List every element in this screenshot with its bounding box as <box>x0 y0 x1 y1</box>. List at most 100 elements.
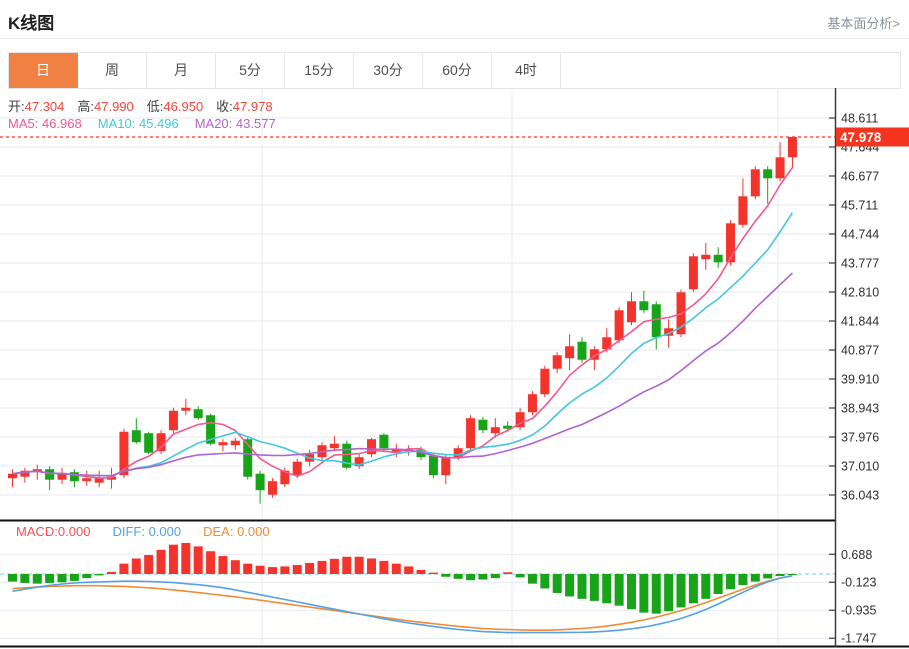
candle-down <box>243 439 253 477</box>
axis-tick-label: 36.043 <box>841 489 879 503</box>
high-readout: 高:47.990 <box>77 99 134 114</box>
macd-bar-down <box>20 574 30 583</box>
macd-bar-up <box>329 558 339 574</box>
candle-down <box>478 419 488 431</box>
candle-down <box>193 409 203 419</box>
tab-period-6[interactable]: 30分 <box>354 53 423 88</box>
axis-tick-label: 38.943 <box>841 402 879 416</box>
macd-bar-down <box>787 574 797 575</box>
candle-up <box>119 431 129 476</box>
candle-up <box>627 301 636 323</box>
macd-bar-down <box>577 574 587 599</box>
macd-bar-down <box>664 574 674 612</box>
axis-tick-label: -0.123 <box>841 576 876 590</box>
macd-bar-down <box>602 574 612 604</box>
axis-tick-label: 48.611 <box>841 112 878 126</box>
candle-down <box>763 169 773 179</box>
macd-bar-up <box>292 565 302 574</box>
macd-bar-up <box>367 558 377 574</box>
page-title: K线图 <box>8 14 55 33</box>
candle-up <box>280 470 290 485</box>
candle-up <box>688 256 698 290</box>
macd-bar-down <box>763 574 773 579</box>
candle-down <box>255 473 265 491</box>
macd-bar-down <box>515 574 525 578</box>
candle-up <box>602 337 612 350</box>
ma10-line <box>12 212 794 477</box>
macd-bar-down <box>750 574 760 582</box>
macd-bar-up <box>206 551 216 574</box>
macd-bar-down <box>45 574 55 583</box>
macd-histogram <box>8 542 797 614</box>
macd-bar-down <box>639 574 649 613</box>
candle-up <box>57 473 67 480</box>
macd-bar-down <box>478 574 488 580</box>
kline-chart-canvas: 48.61147.64446.67745.71144.74443.77742.8… <box>0 88 909 648</box>
candle-down <box>416 449 426 458</box>
diff-value-readout: DIFF: 0.000 <box>112 524 182 539</box>
axis-tick-label: 43.777 <box>841 257 879 271</box>
candle-up <box>354 457 364 467</box>
diff-line <box>12 574 793 634</box>
candle-up <box>292 461 302 476</box>
current-price-tag: 47.978 <box>836 127 909 147</box>
macd-bar-up <box>503 572 513 574</box>
candle-up <box>490 427 500 434</box>
period-tabbar: 日周月 5分 15分 30分 60分 4时 <box>8 52 901 89</box>
tab-period-3[interactable]: 月 <box>147 53 216 88</box>
axis-tick-label: 42.810 <box>841 286 879 300</box>
candle-down <box>577 341 587 360</box>
macd-bar-up <box>243 563 253 574</box>
tab-period-8[interactable]: 4时 <box>492 53 561 88</box>
candle-up <box>565 346 575 359</box>
macd-bar-up <box>193 546 203 574</box>
macd-bar-up <box>267 567 277 574</box>
candle-up <box>267 481 277 495</box>
candle-up <box>218 442 228 446</box>
candle-up <box>775 157 785 179</box>
current-price-tag-label: 47.978 <box>840 130 882 145</box>
macd-bar-up <box>317 560 327 574</box>
candle-up <box>181 407 191 411</box>
macd-bar-down <box>69 574 79 581</box>
candle-down <box>379 434 389 449</box>
tab-period-2[interactable]: 周 <box>78 53 147 88</box>
macd-bar-down <box>527 574 537 584</box>
macd-bar-up <box>379 560 389 574</box>
macd-bar-down <box>651 574 661 614</box>
candle-down <box>45 469 55 480</box>
candle-up <box>527 394 537 413</box>
candle-down <box>651 304 661 338</box>
macd-bar-up <box>131 558 141 574</box>
macd-bar-down <box>688 574 698 604</box>
macd-bar-down <box>614 574 624 606</box>
candle-down <box>131 430 141 443</box>
axis-tick-label: 40.877 <box>841 344 879 358</box>
macd-bar-down <box>701 574 711 599</box>
candle-up <box>391 449 401 453</box>
macd-bar-up <box>156 549 166 574</box>
grid-lines <box>0 88 835 646</box>
candle-up <box>367 439 377 455</box>
macd-bar-down <box>738 574 748 586</box>
candle-up <box>515 412 525 428</box>
axis-tick-label: -1.747 <box>841 632 876 646</box>
low-readout: 低:46.950 <box>146 99 204 114</box>
candle-down <box>713 254 723 263</box>
macd-bar-up <box>428 572 438 574</box>
macd-bar-down <box>552 574 562 593</box>
macd-readout: MACD:0.000 DIFF: 0.000 DEA: 0.000 <box>16 524 270 539</box>
fundamental-analysis-link[interactable]: 基本面分析> <box>827 16 900 31</box>
macd-bar-down <box>540 574 550 589</box>
tab-period-4[interactable]: 5分 <box>216 53 285 88</box>
price-axis: 48.61147.64446.67745.71144.74443.77742.8… <box>829 88 879 648</box>
macd-bar-up <box>416 569 426 574</box>
tab-period-7[interactable]: 60分 <box>423 53 492 88</box>
tab-period-1[interactable]: 日 <box>9 53 78 88</box>
title-divider <box>0 38 909 39</box>
axis-tick-label: -0.935 <box>841 604 876 618</box>
tab-period-5[interactable]: 15分 <box>285 53 354 88</box>
macd-bar-up <box>280 566 290 574</box>
axis-tick-label: 45.711 <box>841 199 878 213</box>
